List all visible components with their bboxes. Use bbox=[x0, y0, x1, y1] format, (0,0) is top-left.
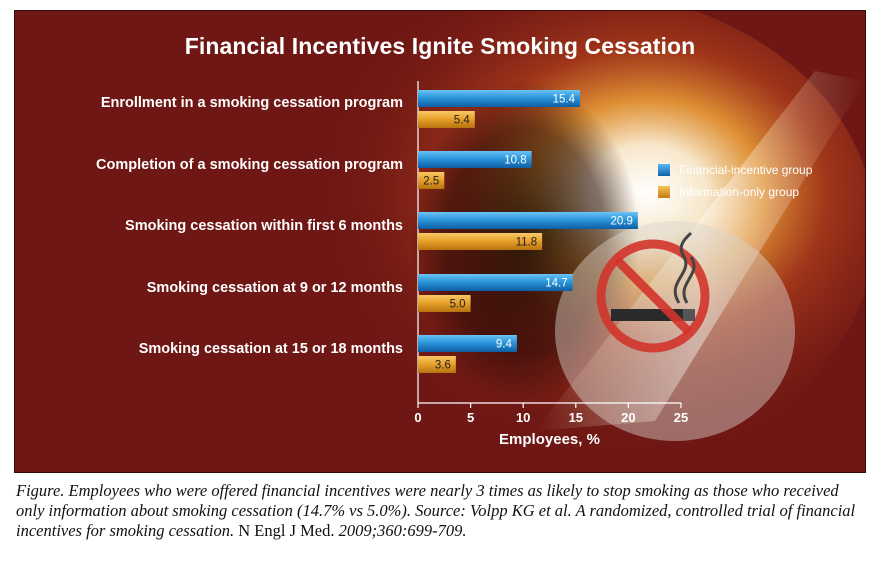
x-tick-label: 20 bbox=[621, 410, 635, 425]
x-tick-label: 15 bbox=[569, 410, 583, 425]
bar-value-label: 2.5 bbox=[423, 176, 439, 188]
bar-financial bbox=[418, 335, 517, 352]
category-label: Smoking cessation at 9 or 12 months bbox=[146, 280, 403, 296]
legend-item-information: Information-only group bbox=[658, 181, 812, 203]
caption-journal: N Engl J Med. bbox=[234, 521, 335, 540]
legend-swatch-information bbox=[658, 186, 670, 198]
legend-label-information: Information-only group bbox=[679, 185, 800, 199]
chart-area: 0 5 10 15 20 25 Employees, % 15.4 5.4 10.8 2.5 20.9… bbox=[414, 81, 710, 448]
caption-text: Figure. Employees who were offered finan… bbox=[16, 481, 856, 540]
x-tick-label: 25 bbox=[674, 410, 688, 425]
bar-financial bbox=[418, 274, 573, 291]
bar-value-label: 10.8 bbox=[504, 155, 526, 167]
category-label: Smoking cessation within first 6 months bbox=[125, 218, 403, 234]
bar-value-label: 15.4 bbox=[553, 94, 576, 106]
bar-financial bbox=[418, 212, 638, 229]
bar-value-label: 5.0 bbox=[450, 299, 466, 311]
bar-information bbox=[418, 233, 543, 250]
bar-financial bbox=[418, 151, 532, 168]
caption-citation: 2009;360:699-709. bbox=[334, 521, 467, 540]
legend: Financial-incentive group Information-on… bbox=[658, 159, 812, 203]
bar-information bbox=[418, 295, 471, 312]
x-axis-label: Employees, % bbox=[499, 431, 600, 448]
x-tick-label: 0 bbox=[414, 410, 421, 425]
chart-title: Financial Incentives Ignite Smoking Cess… bbox=[184, 33, 696, 59]
figure-panel: 0 5 10 15 20 25 Employees, % 15.4 5.4 10.8 2.5 20.9… bbox=[14, 10, 866, 473]
legend-label-financial: Financial-incentive group bbox=[679, 163, 813, 177]
bar-value-label: 3.6 bbox=[435, 360, 451, 372]
bar-information bbox=[418, 172, 445, 189]
no-smoking-icon bbox=[596, 231, 710, 353]
bar-information bbox=[418, 356, 456, 373]
category-label: Completion of a smoking cessation progra… bbox=[96, 157, 403, 173]
x-tick-label: 5 bbox=[467, 410, 474, 425]
bar-value-label: 11.8 bbox=[516, 237, 538, 249]
bar-value-label: 9.4 bbox=[496, 339, 513, 351]
x-tick-label: 10 bbox=[516, 410, 530, 425]
category-label: Enrollment in a smoking cessation progra… bbox=[100, 95, 403, 111]
legend-swatch-financial bbox=[658, 164, 670, 176]
category-label: Smoking cessation at 15 or 18 months bbox=[138, 341, 403, 357]
bar-value-label: 20.9 bbox=[610, 216, 632, 228]
bar-financial bbox=[418, 90, 581, 107]
legend-item-financial: Financial-incentive group bbox=[658, 159, 812, 181]
bar-information bbox=[418, 111, 475, 128]
figure-caption: Figure. Employees who were offered finan… bbox=[16, 481, 862, 541]
bar-value-label: 5.4 bbox=[454, 115, 471, 127]
bar-value-label: 14.7 bbox=[545, 278, 567, 290]
